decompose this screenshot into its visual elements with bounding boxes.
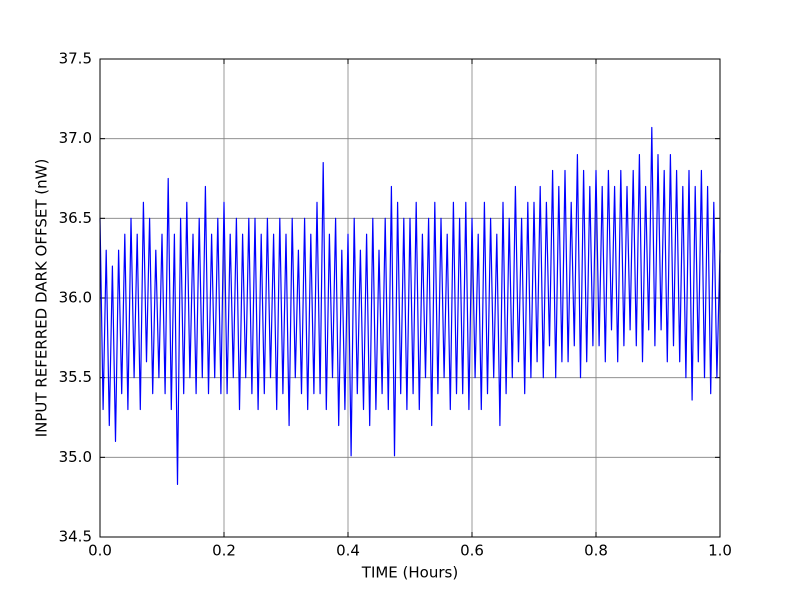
y-tick-label: 37.0 [59,129,92,147]
x-axis-label: TIME (Hours) [361,564,458,582]
x-tick-label: 0.4 [336,542,360,560]
y-tick-label: 36.0 [59,289,92,307]
y-tick-label: 37.5 [59,50,92,68]
y-axis-label: INPUT REFERRED DARK OFFSET (nW) [33,159,51,438]
x-tick-label: 0.0 [88,542,112,560]
x-tick-label: 1.0 [708,542,732,560]
x-tick-label: 0.6 [460,542,484,560]
y-tick-label: 35.0 [59,448,92,466]
y-tick-label: 35.5 [59,368,92,386]
plot-frame [99,58,721,538]
data-line [99,126,721,486]
y-tick-label: 36.5 [59,209,92,227]
x-tick-label: 0.8 [584,542,608,560]
x-tick-label: 0.2 [212,542,236,560]
y-tick-label: 34.5 [59,528,92,546]
